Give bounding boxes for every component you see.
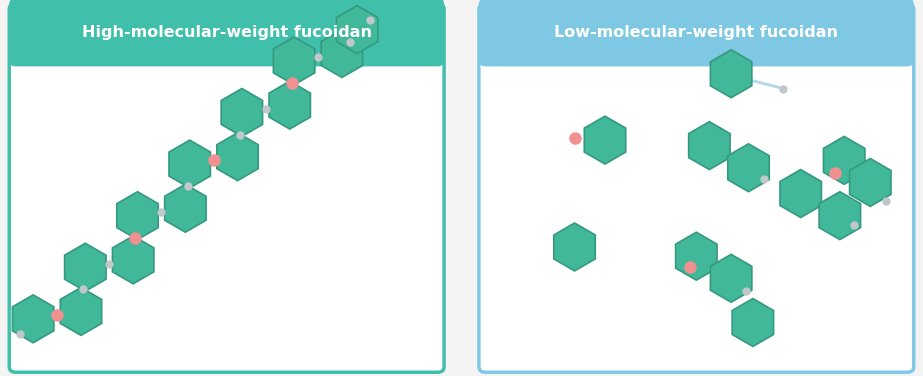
Text: Low-molecular-weight fucoidan: Low-molecular-weight fucoidan	[555, 25, 838, 40]
Polygon shape	[269, 81, 310, 129]
Polygon shape	[60, 288, 102, 335]
Polygon shape	[676, 232, 717, 280]
Polygon shape	[217, 133, 258, 180]
FancyBboxPatch shape	[479, 0, 914, 67]
Polygon shape	[222, 88, 263, 136]
FancyBboxPatch shape	[479, 4, 914, 372]
Polygon shape	[711, 254, 752, 302]
Polygon shape	[321, 30, 363, 77]
Polygon shape	[65, 243, 106, 291]
Polygon shape	[584, 116, 626, 164]
Bar	[16, 35, 438, 61]
Polygon shape	[554, 223, 595, 271]
Text: High-molecular-weight fucoidan: High-molecular-weight fucoidan	[81, 25, 372, 40]
Polygon shape	[823, 136, 865, 184]
Bar	[485, 35, 907, 61]
Polygon shape	[12, 295, 54, 343]
Polygon shape	[711, 50, 752, 98]
Polygon shape	[780, 170, 821, 217]
Polygon shape	[169, 140, 210, 188]
Polygon shape	[728, 144, 769, 192]
Polygon shape	[117, 192, 158, 240]
Polygon shape	[689, 122, 730, 170]
FancyBboxPatch shape	[9, 0, 444, 67]
FancyBboxPatch shape	[9, 4, 444, 372]
Polygon shape	[819, 192, 860, 240]
Polygon shape	[732, 299, 773, 346]
Polygon shape	[164, 184, 206, 232]
Polygon shape	[273, 37, 315, 85]
Polygon shape	[849, 159, 891, 206]
Polygon shape	[336, 6, 378, 53]
Polygon shape	[113, 236, 154, 284]
